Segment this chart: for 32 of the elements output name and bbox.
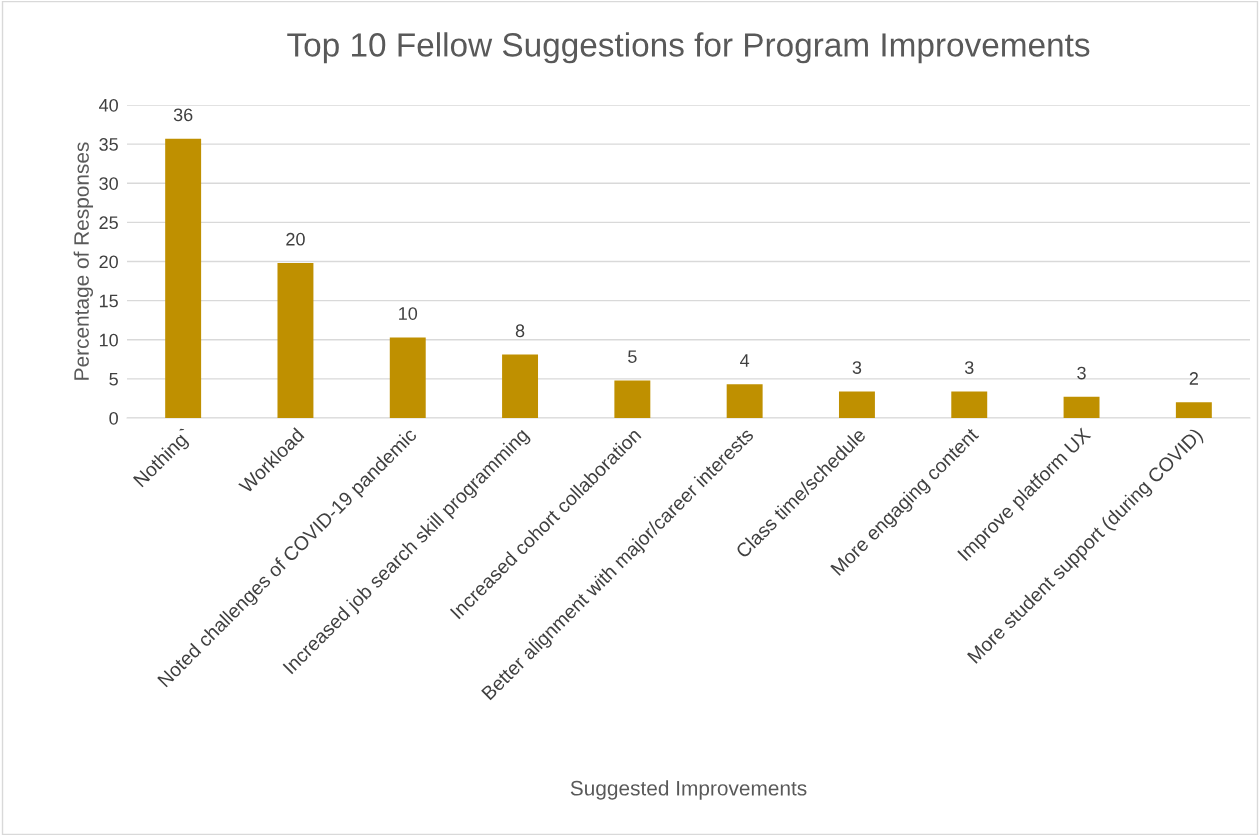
- y-tick-label: 10: [99, 333, 118, 347]
- bar: [277, 263, 314, 418]
- data-label: 3: [852, 361, 862, 374]
- data-label: 8: [515, 324, 525, 338]
- y-tick-label: 5: [109, 373, 118, 386]
- y-tick-label: 0: [109, 411, 118, 425]
- bar: [951, 391, 988, 418]
- y-axis-title: Percentage of Responses: [73, 142, 94, 380]
- data-label: 3: [1077, 366, 1086, 380]
- y-tick-label: 15: [99, 294, 118, 308]
- chart-title: Top 10 Fellow Suggestions for Program Improvements: [287, 32, 1090, 64]
- y-tick-label: 30: [99, 177, 118, 190]
- bar: [165, 138, 202, 418]
- bar: [838, 391, 875, 418]
- y-tick-label: 40: [99, 98, 118, 112]
- x-axis-title: Suggested Improvements: [570, 780, 807, 800]
- y-tick-label: 25: [99, 216, 118, 230]
- y-tick-label: 20: [99, 255, 118, 269]
- bar: [726, 384, 763, 418]
- data-label: 20: [286, 232, 305, 246]
- bar: [614, 380, 651, 418]
- bar: [1063, 396, 1100, 418]
- bar: [389, 337, 426, 418]
- data-label: 10: [399, 307, 418, 320]
- data-label: 2: [1189, 372, 1198, 385]
- data-label: 4: [740, 354, 750, 367]
- bar: [1175, 402, 1212, 418]
- bar: [502, 354, 539, 418]
- y-tick-label: 35: [99, 138, 118, 151]
- data-label: 5: [628, 350, 637, 363]
- data-label: 36: [173, 108, 193, 122]
- data-label: 3: [964, 361, 974, 374]
